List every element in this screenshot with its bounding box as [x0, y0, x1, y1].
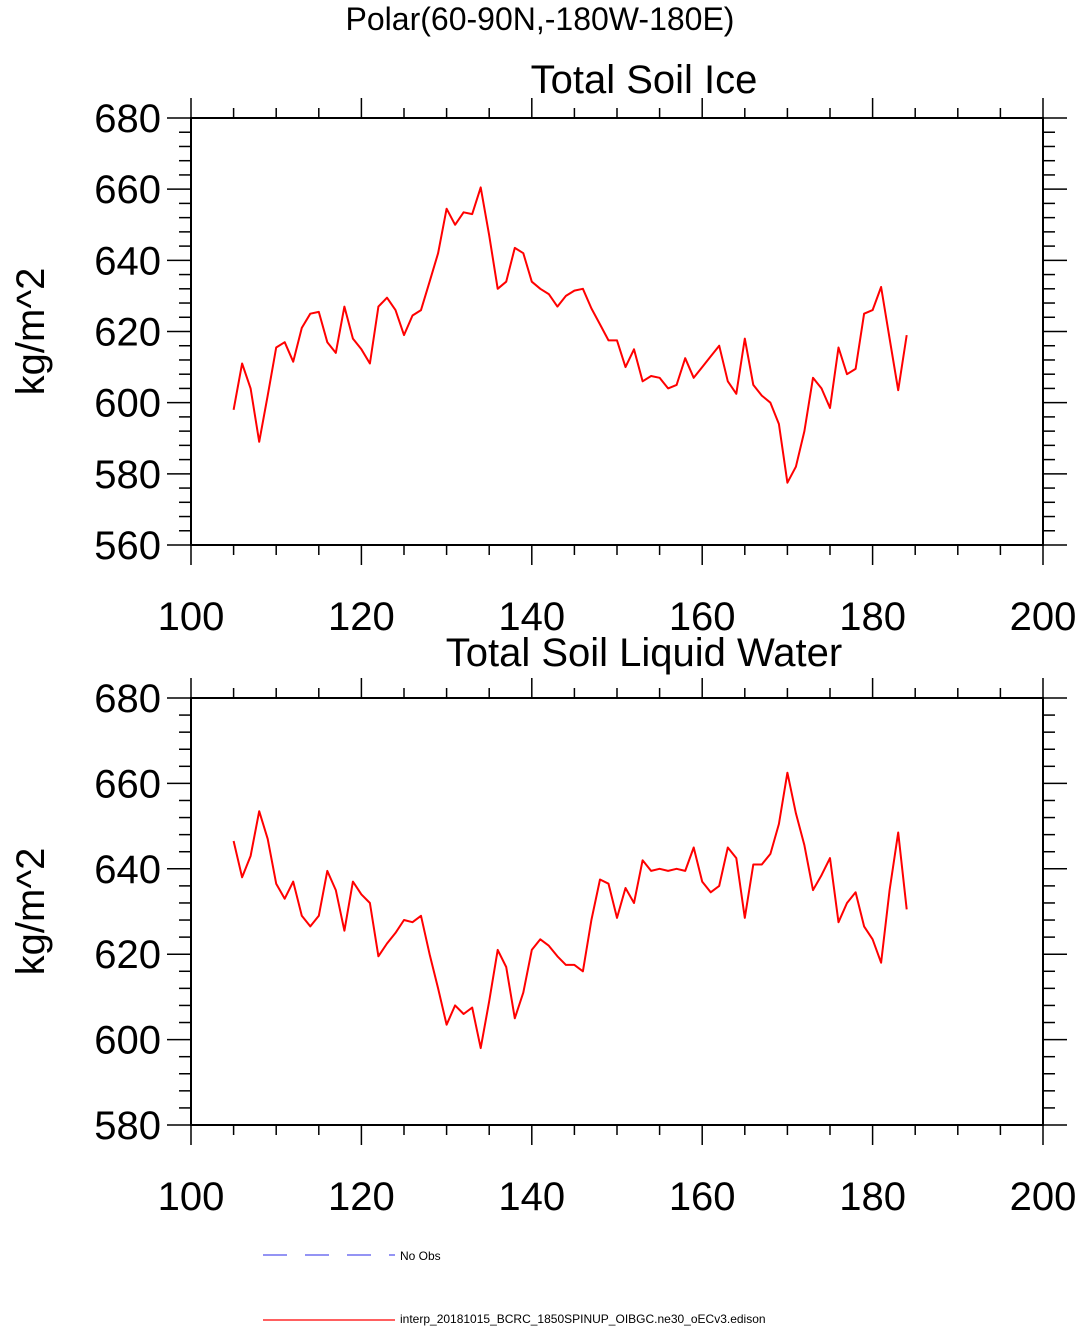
series-line [232, 186, 908, 484]
y-axis-label: kg/m^2 [9, 848, 53, 976]
y-tick-label: 680 [94, 97, 161, 141]
x-tick-label: 100 [158, 595, 225, 639]
y-tick-label: 620 [94, 933, 161, 977]
plot-frame [190, 117, 1044, 546]
y-tick-label: 560 [94, 524, 161, 568]
chart-title: Total Soil Ice [531, 58, 758, 102]
y-axis-label: kg/m^2 [9, 268, 53, 396]
x-tick-label: 100 [158, 1175, 225, 1219]
y-tick-label: 660 [94, 168, 161, 212]
y-tick-label: 580 [94, 453, 161, 497]
y-tick-label: 640 [94, 848, 161, 892]
x-tick-label: 140 [498, 1175, 565, 1219]
x-tick-label: 180 [839, 1175, 906, 1219]
y-tick-label: 680 [94, 677, 161, 721]
x-tick-label: 160 [669, 595, 736, 639]
x-tick-label: 120 [328, 595, 395, 639]
y-tick-label: 600 [94, 1019, 161, 1063]
page-title: Polar(60-90N,-180W-180E) [346, 1, 735, 37]
x-tick-label: 200 [1010, 595, 1077, 639]
legend-label-no-obs: No Obs [400, 1249, 441, 1263]
chart-title: Total Soil Liquid Water [446, 631, 842, 675]
panel-total-soil-ice: Total Soil Ice 100 120 140 160 180 200 560 580 60… [9, 58, 1076, 639]
panel-total-soil-liquid-water: Total Soil Liquid Water 100 120 140 160 180 20… [9, 631, 1076, 1219]
y-tick-label: 600 [94, 382, 161, 426]
x-tick-label: 160 [669, 1175, 736, 1219]
y-tick-label: 640 [94, 239, 161, 283]
y-tick-label: 580 [94, 1104, 161, 1148]
y-tick-label: 660 [94, 762, 161, 806]
y-tick-label: 620 [94, 311, 161, 355]
x-tick-label: 120 [328, 1175, 395, 1219]
series-line [232, 771, 908, 1050]
x-tick-label: 200 [1010, 1175, 1077, 1219]
legend: No Obs interp_20181015_BCRC_1850SPINUP_O… [263, 1249, 766, 1326]
x-tick-label: 180 [839, 595, 906, 639]
x-tick-label: 140 [498, 595, 565, 639]
legend-label-model-run: interp_20181015_BCRC_1850SPINUP_OIBGC.ne… [400, 1312, 766, 1326]
